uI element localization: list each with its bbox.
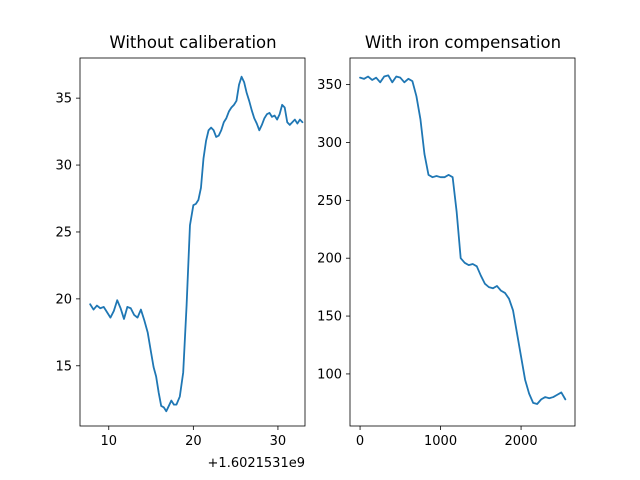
left-chart-y-tick-label: 20 [55, 292, 72, 307]
left-chart-x-tick-label: 30 [270, 434, 287, 449]
right-chart-y-tick-label: 350 [317, 78, 342, 93]
right-chart-lines [359, 74, 567, 405]
right-chart-x-tick-label: 1000 [424, 434, 457, 449]
left-chart-y-tick-label: 30 [55, 159, 72, 174]
left-chart: Without caliberation 10 20 30 15 20 25 30 35 +1… [55, 33, 306, 471]
right-chart-title: With iron compensation [365, 33, 561, 52]
right-chart-series-line [359, 74, 567, 405]
left-chart-lines [89, 75, 304, 413]
left-chart-frame [79, 57, 306, 427]
left-chart-y-tick-label: 15 [55, 359, 72, 374]
right-chart-axes: 0 1000 2000 100 150 200 250 300 350 [317, 78, 537, 449]
left-chart-series-line [89, 75, 304, 413]
right-chart-y-tick-label: 250 [317, 194, 342, 209]
left-chart-x-tick-label: 20 [185, 434, 202, 449]
right-chart-y-tick-label: 200 [317, 252, 342, 267]
left-chart-x-offset-label: +1.6021531e9 [208, 456, 305, 471]
right-chart-x-tick-label: 0 [356, 434, 364, 449]
right-chart-y-tick-label: 300 [317, 136, 342, 151]
left-chart-y-tick-label: 35 [55, 92, 72, 107]
left-chart-x-tick-label: 10 [100, 434, 117, 449]
right-chart: With iron compensation 0 1000 2000 100 150 20… [317, 33, 576, 449]
right-chart-y-tick-label: 150 [317, 310, 342, 325]
right-chart-x-tick-label: 2000 [505, 434, 538, 449]
left-chart-axes: 10 20 30 15 20 25 30 35 [55, 92, 286, 449]
right-chart-frame [349, 57, 576, 427]
left-chart-y-tick-label: 25 [55, 225, 72, 240]
left-chart-title: Without caliberation [109, 33, 276, 52]
right-chart-y-tick-label: 100 [317, 367, 342, 382]
